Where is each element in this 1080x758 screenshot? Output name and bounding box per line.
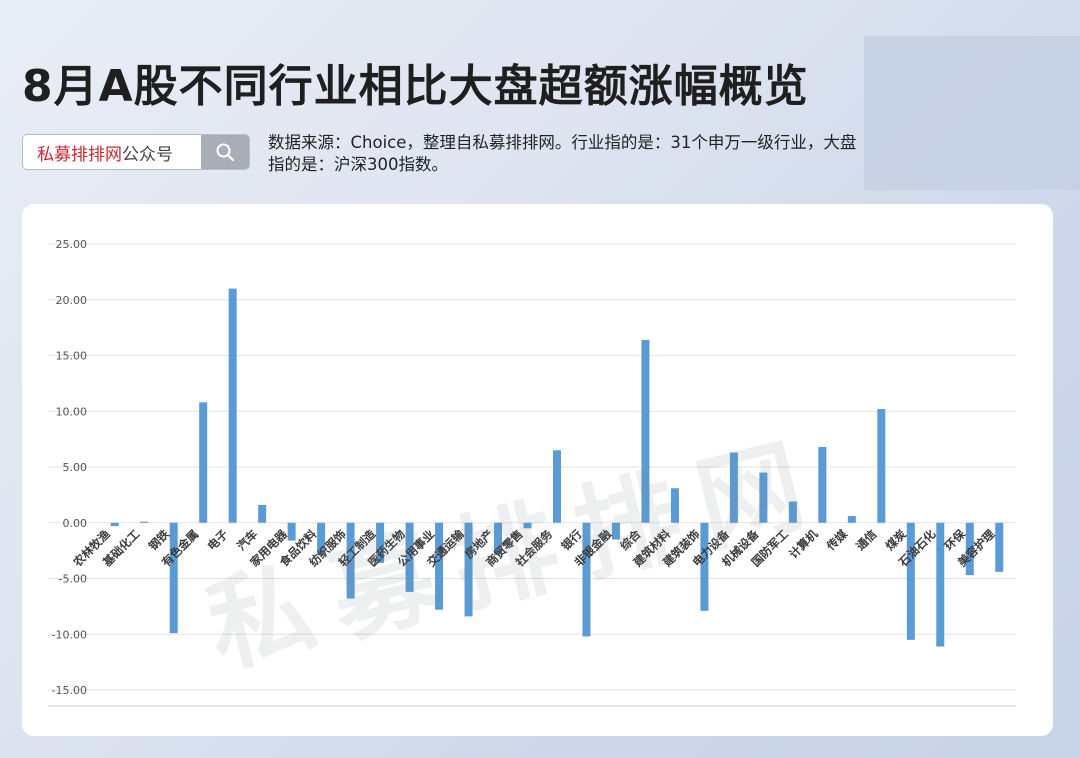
source-note: 数据来源：Choice，整理自私募排排网。行业指的是：31个申万一级行业，大盘指…	[268, 133, 857, 174]
y-tick-label: -5.00	[59, 573, 87, 586]
bar	[995, 522, 1004, 572]
x-tick-label: 计算机	[786, 527, 821, 562]
bar	[670, 488, 679, 523]
chart-card: -15.00 -10.00 -5.00 0.00 5.00 10.00 15.00 20.00…	[22, 204, 1053, 736]
bar	[788, 501, 797, 523]
search-suffix: 公众号	[122, 144, 173, 165]
bar	[877, 409, 886, 523]
search-button[interactable]	[201, 135, 249, 169]
y-tick-label: 0.00	[63, 517, 88, 530]
bar	[641, 339, 650, 523]
y-tick-label: -15.00	[52, 684, 87, 697]
bar	[494, 522, 503, 556]
bar	[140, 521, 149, 523]
bar	[818, 446, 827, 523]
bar	[405, 522, 414, 592]
bar	[435, 522, 444, 610]
bar	[317, 522, 326, 556]
search-label: 私募排排网公众号	[23, 140, 201, 165]
search-icon	[216, 143, 235, 162]
bar	[464, 522, 473, 617]
bar	[582, 522, 591, 637]
x-tick-label: 电子	[205, 527, 232, 554]
bar	[376, 522, 385, 563]
page-title: 8月A股不同行业相比大盘超额涨幅概览	[22, 61, 809, 112]
bar	[965, 522, 974, 576]
bar	[906, 522, 915, 640]
search-brand: 私募排排网	[37, 144, 122, 165]
bar	[110, 522, 119, 527]
x-tick-label: 通信	[853, 527, 880, 554]
bar-chart: -15.00 -10.00 -5.00 0.00 5.00 10.00 15.00 20.00…	[48, 238, 1016, 707]
bar	[611, 522, 620, 540]
background-panel	[864, 36, 1080, 190]
x-tick-label: 传媒	[823, 527, 850, 554]
bar	[346, 522, 355, 599]
bar	[700, 522, 709, 611]
y-tick-label: 20.00	[56, 294, 88, 307]
y-tick-label: 10.00	[56, 405, 88, 418]
y-tick-label: 15.00	[56, 350, 88, 363]
search-box[interactable]: 私募排排网公众号	[22, 134, 250, 170]
bar	[228, 288, 237, 523]
y-tick-label: 5.00	[63, 461, 88, 474]
bar	[199, 402, 208, 523]
bar	[759, 472, 768, 523]
bar	[287, 522, 296, 541]
y-tick-label: -10.00	[52, 628, 87, 641]
bar	[936, 522, 945, 647]
bar	[523, 522, 532, 529]
bar	[553, 450, 561, 523]
bar	[258, 504, 267, 523]
bar	[847, 516, 856, 523]
y-tick-label: 25.00	[56, 238, 88, 251]
bar	[169, 522, 178, 634]
bar	[729, 452, 738, 523]
